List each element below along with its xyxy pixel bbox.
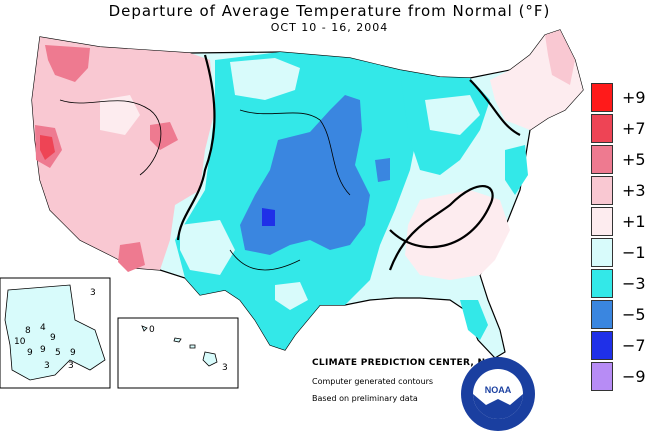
alaska-label: 8 — [25, 326, 31, 336]
legend-swatch — [591, 331, 613, 360]
noaa-logo-text: NOAA — [485, 385, 512, 395]
hawaii-inset: 0 3 — [117, 317, 239, 389]
warm-plus1-mountain — [100, 95, 140, 135]
warm-west-region — [32, 37, 215, 270]
legend-item: +7 — [591, 112, 651, 143]
alaska-label: 9 — [70, 348, 76, 358]
legend-swatch — [591, 145, 613, 174]
legend-item: +1 — [591, 205, 651, 236]
warm-southeast — [405, 190, 510, 280]
map-date-range: OCT 10 - 16, 2004 — [270, 21, 389, 34]
alaska-label: 3 — [68, 361, 74, 371]
legend-item: +5 — [591, 143, 651, 174]
alaska-label: 9 — [50, 333, 56, 343]
legend-swatch — [591, 176, 613, 205]
alaska-inset: 3 8 4 9 10 9 9 5 3 9 3 — [0, 277, 111, 389]
legend-label: −7 — [622, 336, 646, 355]
legend-item: +9 — [591, 81, 651, 112]
near-normal-tx — [275, 282, 308, 310]
alaska-label: 10 — [14, 337, 26, 347]
alaska-label: 9 — [27, 348, 33, 358]
credit-contours: Computer generated contours — [312, 377, 434, 386]
warm-plus7-calif — [40, 135, 55, 160]
legend-label: +1 — [622, 212, 646, 231]
noaa-logo: NOAA — [461, 357, 535, 431]
alaska-label: 3 — [90, 288, 96, 298]
near-normal-montana — [230, 58, 300, 100]
legend-swatch — [591, 300, 613, 329]
legend-swatch — [591, 269, 613, 298]
alaska-label: 9 — [40, 345, 46, 355]
cold-minus5-midwest — [375, 158, 390, 182]
map-title: Departure of Average Temperature from No… — [108, 2, 551, 20]
legend-item: +3 — [591, 174, 651, 205]
credit-center: CLIMATE PREDICTION CENTER, NOAA — [312, 358, 508, 368]
alaska-outline — [4, 284, 106, 381]
cold-minus7-ok — [262, 208, 275, 226]
cold-minus3-florida — [460, 300, 488, 340]
legend-item: −7 — [591, 329, 651, 360]
legend-swatch — [591, 238, 613, 267]
alaska-label: 3 — [44, 361, 50, 371]
legend-label: +7 — [622, 119, 646, 138]
contour-zero-west — [176, 54, 216, 241]
legend-swatch — [591, 207, 613, 236]
legend-label: −5 — [622, 305, 646, 324]
alaska-label: 4 — [40, 323, 46, 333]
legend-swatch — [591, 83, 613, 112]
alaska-label: 5 — [55, 348, 61, 358]
contour-thin-1 — [59, 99, 162, 176]
hawaii-islands — [141, 325, 218, 367]
warm-plus5-arizona — [118, 242, 145, 272]
legend-item: −3 — [591, 267, 651, 298]
hawaii-label: 0 — [149, 325, 155, 335]
contour-thin-3 — [229, 249, 301, 271]
credit-data: Based on preliminary data — [312, 394, 418, 403]
color-legend: +9 +7 +5 +3 +1 −1 −3 −5 −7 −9 — [591, 81, 651, 391]
cold-minus3-midatlantic — [505, 145, 528, 195]
legend-label: +5 — [622, 150, 646, 169]
legend-swatch — [591, 114, 613, 143]
legend-label: −1 — [622, 243, 646, 262]
legend-label: −9 — [622, 367, 646, 386]
near-normal-ohio — [425, 95, 480, 135]
legend-item: −9 — [591, 360, 651, 391]
legend-item: −5 — [591, 298, 651, 329]
contour-thin-2 — [239, 109, 351, 196]
hawaii-label: 3 — [222, 363, 228, 373]
warm-plus5-idaho — [150, 122, 178, 150]
legend-label: +9 — [622, 88, 646, 107]
legend-swatch — [591, 362, 613, 391]
legend-item: −1 — [591, 236, 651, 267]
contour-zero-east — [388, 79, 521, 271]
warm-plus3-maine — [545, 30, 575, 85]
legend-label: −3 — [622, 274, 646, 293]
near-normal-nm — [180, 220, 235, 275]
legend-label: +3 — [622, 181, 646, 200]
warm-plus5-northwest — [45, 45, 90, 82]
